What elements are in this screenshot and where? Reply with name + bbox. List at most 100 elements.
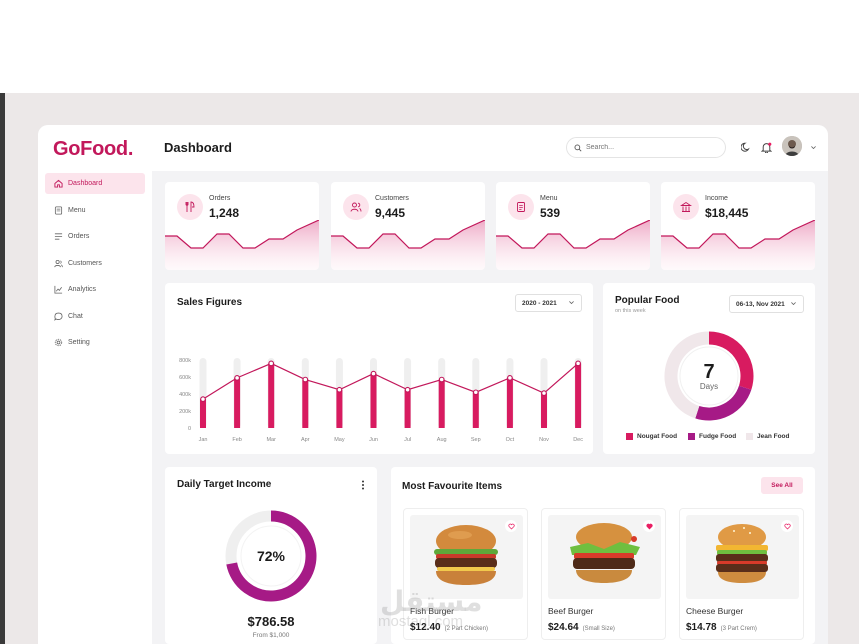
stat-card-orders[interactable]: Orders 1,248 xyxy=(165,182,319,270)
more-vertical-icon[interactable] xyxy=(359,478,367,490)
legend-label: Jean Food xyxy=(757,433,790,440)
week-select-value: 06-13, Nov 2021 xyxy=(736,300,785,308)
y-tick-label: 600k xyxy=(179,375,191,381)
card-title: Sales Figures xyxy=(177,297,243,308)
moon-icon[interactable] xyxy=(739,140,753,154)
sidebar-item-orders[interactable]: Orders xyxy=(45,226,145,247)
sidebar-item-chat[interactable]: Chat xyxy=(45,306,145,327)
top-blank-area xyxy=(0,0,859,93)
heart-icon[interactable] xyxy=(781,520,793,532)
heart-icon[interactable] xyxy=(643,520,655,532)
period-select[interactable]: 2020 - 2021 xyxy=(515,294,582,312)
legend-item-fudge: Fudge Food xyxy=(688,433,736,440)
line-point xyxy=(507,374,513,381)
food-price: $24.64 (Small Size) xyxy=(548,622,615,633)
popular-food-card: Popular Food on this week 06-13, Nov 202… xyxy=(603,283,815,454)
line-point xyxy=(234,374,240,381)
search-input[interactable] xyxy=(586,144,716,151)
food-card-fish-burger[interactable]: Fish Burger $12.40 (2 Part Chicken) xyxy=(403,508,528,640)
bar xyxy=(438,379,445,428)
stat-label: Orders xyxy=(209,195,231,202)
chevron-down-icon[interactable] xyxy=(806,140,820,154)
donut-hole-border xyxy=(679,346,739,406)
daily-target-ring xyxy=(225,510,317,602)
popular-food-donut xyxy=(664,331,754,421)
sidebar-item-customers[interactable]: Customers xyxy=(45,253,145,274)
bar xyxy=(370,373,377,428)
sparkline xyxy=(165,220,319,270)
chevron-down-icon xyxy=(791,302,796,306)
chevron-down-icon xyxy=(569,301,574,305)
x-tick-label: Apr xyxy=(301,437,310,443)
avatar[interactable] xyxy=(782,136,802,156)
sidebar-nav: Dashboard Menu Orders Customers Analytic… xyxy=(45,173,145,359)
y-tick-label: 400k xyxy=(179,392,191,398)
bar xyxy=(404,389,411,428)
y-tick-label: 200k xyxy=(179,409,191,415)
menu-icon xyxy=(508,194,534,220)
legend-label: Nougat Food xyxy=(637,433,678,440)
heart-icon[interactable] xyxy=(505,520,517,532)
legend-swatch xyxy=(626,433,633,440)
food-card-beef-burger[interactable]: Beef Burger $24.64 (Small Size) xyxy=(541,508,666,640)
sidebar-item-label: Chat xyxy=(68,312,83,320)
search-box[interactable] xyxy=(566,137,726,158)
y-tick-label: 800k xyxy=(179,358,191,364)
stat-value: 9,445 xyxy=(375,206,406,220)
bar xyxy=(200,399,206,428)
stat-card-customers[interactable]: Customers 9,445 xyxy=(331,182,485,270)
legend-label: Fudge Food xyxy=(699,433,737,440)
x-tick-label: Nov xyxy=(539,437,549,443)
watermark-url: mostaql.com xyxy=(378,613,464,630)
x-tick-label: Mar xyxy=(266,437,276,443)
sidebar-item-analytics[interactable]: Analytics xyxy=(45,279,145,300)
donut-segment xyxy=(708,331,754,390)
stat-label: Income xyxy=(705,195,728,202)
bar xyxy=(336,389,343,428)
food-price: $14.78 (3 Part Crem) xyxy=(686,622,757,633)
x-tick-label: Jan xyxy=(199,437,208,443)
stat-card-income[interactable]: Income $18,445 xyxy=(661,182,815,270)
stat-value: 539 xyxy=(540,206,561,220)
legend-swatch xyxy=(688,433,695,440)
sidebar-item-dashboard[interactable]: Dashboard xyxy=(45,173,145,194)
search-icon xyxy=(574,144,582,152)
x-tick-label: Sep xyxy=(471,437,481,443)
card-title: Daily Target Income xyxy=(177,479,272,490)
donut-segment xyxy=(664,331,710,419)
orders-list-icon xyxy=(53,232,63,242)
food-note: (2 Part Chicken) xyxy=(444,626,488,632)
x-tick-label: Dec xyxy=(573,437,583,443)
donut-center-value: 7 xyxy=(703,360,715,383)
app-window: GoFood. Dashboard Menu Orders Customers … xyxy=(38,125,828,644)
card-title: Popular Food xyxy=(615,295,680,306)
page-title: Dashboard xyxy=(164,140,232,155)
logo[interactable]: GoFood. xyxy=(53,138,134,160)
line-point xyxy=(472,389,479,396)
chat-icon xyxy=(53,311,63,321)
ring-hole xyxy=(240,525,302,587)
stat-label: Customers xyxy=(375,195,409,202)
ring-center: 72% xyxy=(221,506,321,606)
bar xyxy=(302,379,309,428)
sidebar-item-menu[interactable]: Menu xyxy=(45,200,145,221)
week-select[interactable]: 06-13, Nov 2021 xyxy=(729,295,804,313)
card-title: Most Favourite Items xyxy=(402,481,503,492)
bell-icon[interactable] xyxy=(759,140,773,154)
x-tick-label: Oct xyxy=(506,437,515,443)
x-tick-label: Feb xyxy=(232,437,241,443)
customers-icon xyxy=(343,194,369,220)
line-point xyxy=(200,396,206,402)
stat-card-menu[interactable]: Menu 539 xyxy=(496,182,650,270)
see-all-button[interactable]: See All xyxy=(761,477,803,494)
legend-swatch xyxy=(746,433,753,440)
daily-from: From $1,000 xyxy=(252,632,290,639)
donut-center-label: Days xyxy=(699,381,719,391)
x-tick-label: Jun xyxy=(369,437,378,443)
sidebar-item-setting[interactable]: Setting xyxy=(45,332,145,353)
bar xyxy=(472,392,479,428)
sidebar-item-label: Customers xyxy=(68,259,102,267)
income-icon xyxy=(673,194,699,220)
food-card-cheese-burger[interactable]: Cheese Burger $14.78 (3 Part Crem) xyxy=(679,508,804,640)
menu-book-icon xyxy=(53,205,63,215)
